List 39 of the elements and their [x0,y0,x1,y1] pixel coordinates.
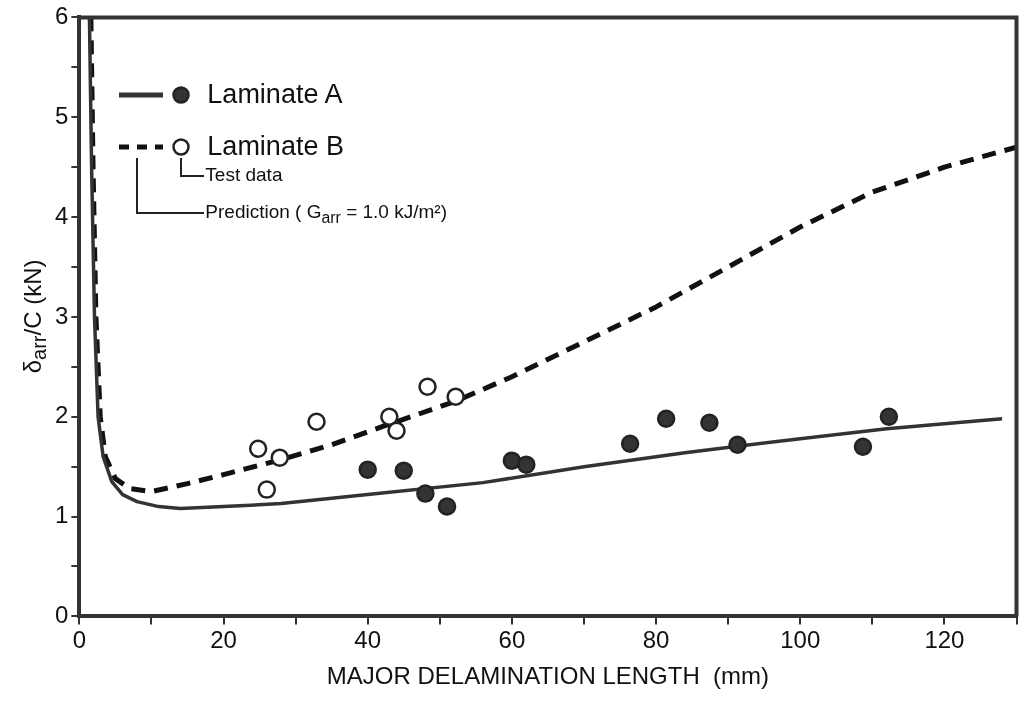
point [387,421,406,440]
y-tick-label: 2 [54,401,69,429]
x-axis-title: MAJOR DELAMINATION LENGTH (mm) [326,662,770,690]
annotation: Prediction ( G$_{arr}$ = 1.0 kJ/m²) [205,201,447,227]
x-tick-label: 80 [642,626,670,654]
point [358,460,377,479]
legend-label: Laminate A [207,79,343,110]
point [248,439,268,458]
point [437,497,457,516]
y-tick-label: 4 [54,201,69,229]
point [446,387,465,407]
point [879,407,899,426]
annotation: Test data [205,164,283,186]
point [416,484,435,503]
y-tick-label: 3 [54,301,69,329]
y-tick-label: 0 [54,601,69,629]
x-tick-label: 60 [498,626,526,654]
legend-label: Laminate B [207,131,344,162]
point [656,409,676,428]
point [853,437,873,456]
x-tick-label: 20 [210,626,237,654]
point [517,455,536,474]
point [257,480,277,499]
x-tick-label: 0 [72,626,87,654]
y-tick-label: 6 [54,2,69,30]
x-tick-label: 100 [780,626,821,654]
point [307,412,326,431]
y-tick-label: 1 [54,501,69,529]
point [728,435,747,454]
y-tick-label: 5 [54,101,69,129]
point [620,434,640,453]
point [380,407,399,426]
point [394,461,413,480]
point [270,448,289,467]
x-tick-label: 40 [354,626,382,654]
point [700,413,719,432]
point [418,377,437,397]
point [502,451,522,470]
x-tick-label: 120 [924,626,965,654]
